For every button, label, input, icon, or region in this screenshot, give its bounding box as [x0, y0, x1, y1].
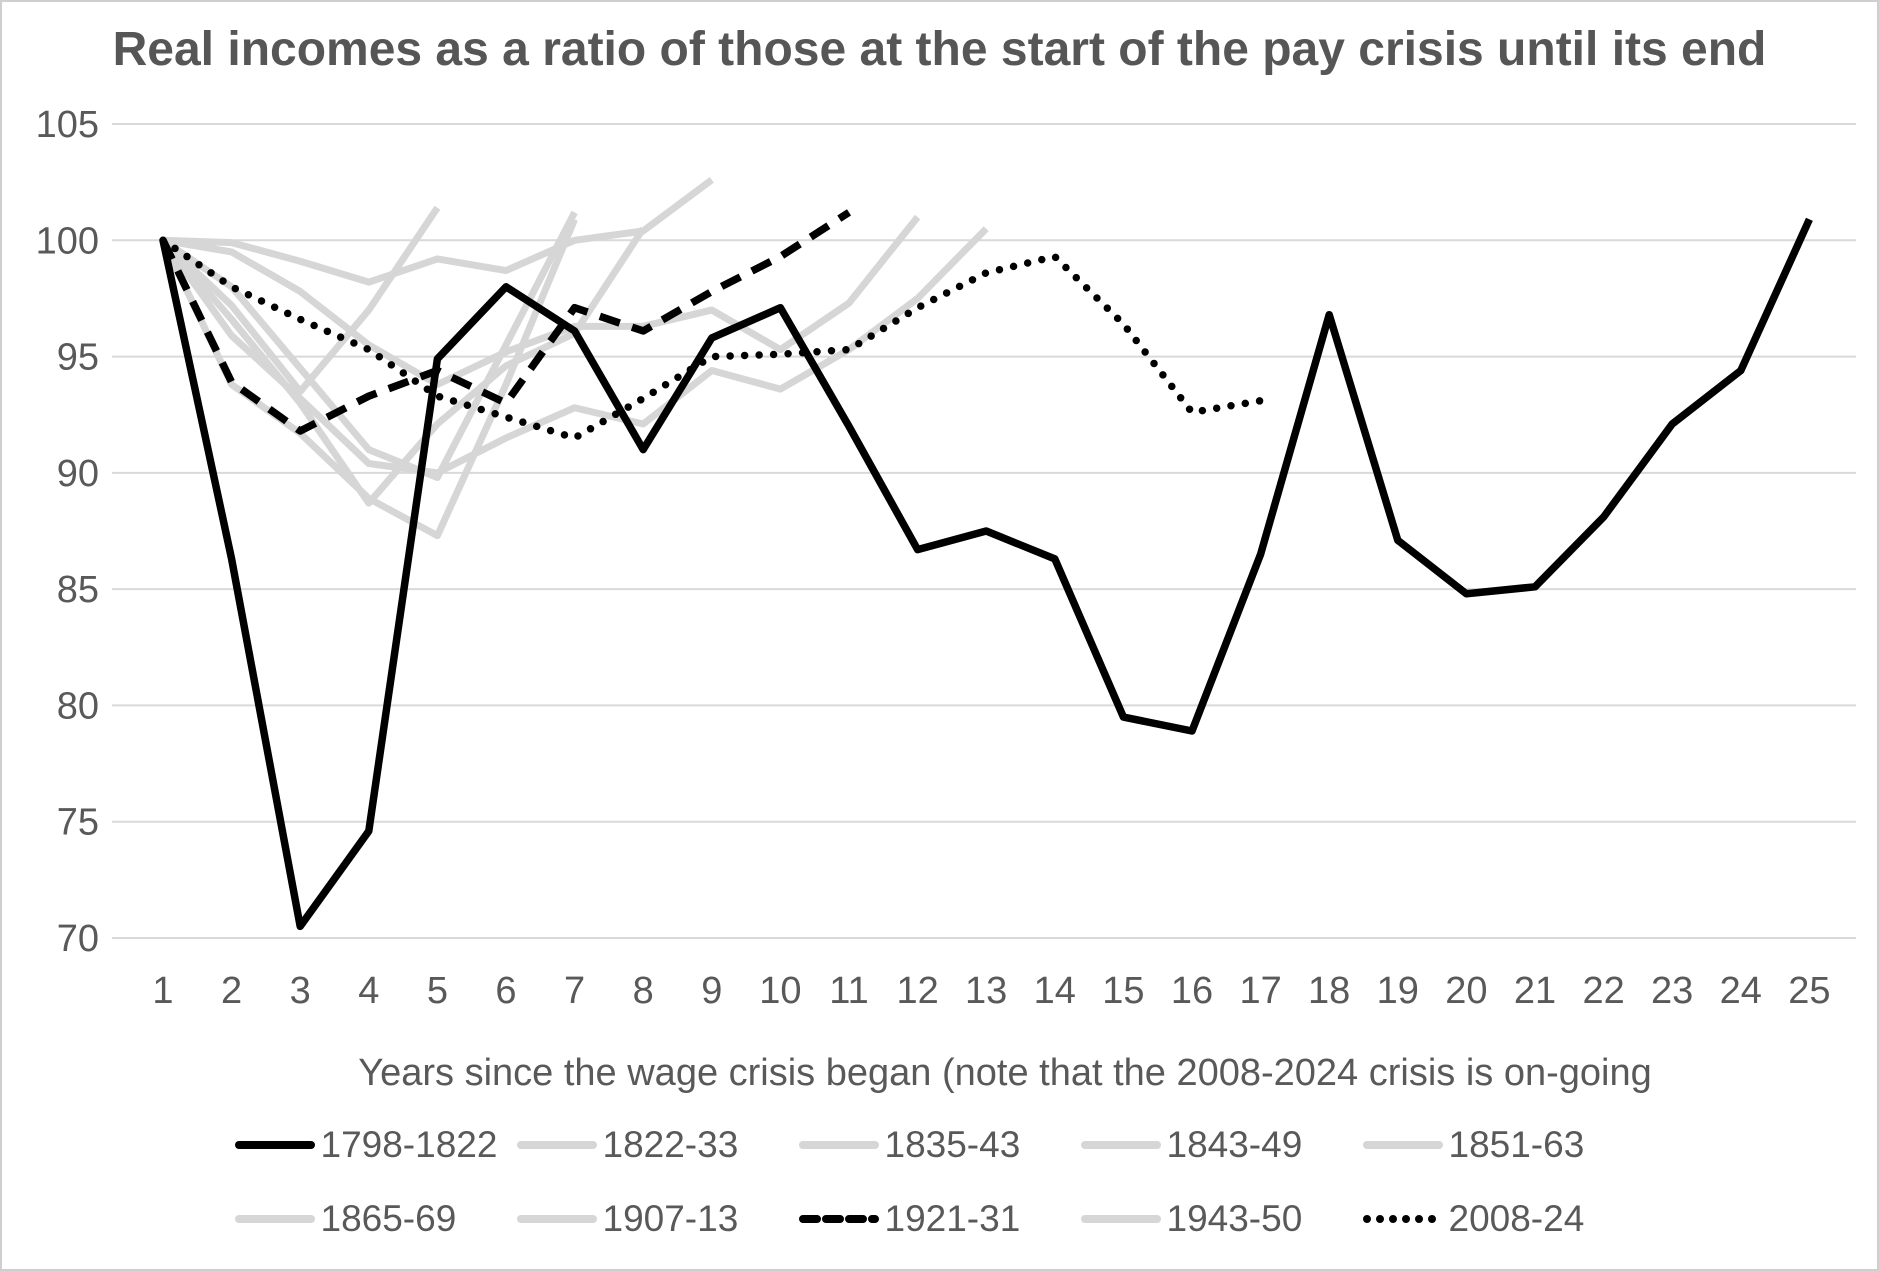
- x-tick-label: 10: [759, 970, 801, 1012]
- series-line-1843-49: [161, 210, 578, 482]
- legend-label: 2008-24: [1448, 1198, 1585, 1239]
- legend-line-sample-icon: [1080, 1141, 1161, 1149]
- x-tick-label: 14: [1034, 970, 1076, 1012]
- y-tick-label: 90: [57, 453, 99, 495]
- chart-title: Real incomes as a ratio of those at the …: [112, 23, 1767, 76]
- legend-label: 1865-69: [320, 1198, 457, 1239]
- legend-row-1: 1798-1822 1822-33 1835-43 1843-49 1851-63: [0, 1116, 1879, 1174]
- legend-line-sample-icon: [1362, 1141, 1443, 1149]
- x-tick-label: 2: [221, 970, 242, 1012]
- y-tick-label: 105: [36, 104, 99, 146]
- legend-item-1943-50: 1943-50: [1080, 1190, 1363, 1248]
- series-line-1798-1822: [159, 217, 1813, 931]
- legend-label: 1798-1822: [320, 1124, 498, 1165]
- x-tick-label: 16: [1171, 970, 1213, 1012]
- legend-label: 1843-49: [1166, 1124, 1303, 1165]
- y-tick-label: 70: [57, 918, 99, 960]
- legend-item-2008-24: 2008-24: [1362, 1190, 1645, 1248]
- x-tick-label: 17: [1239, 970, 1281, 1012]
- x-tick-label: 20: [1445, 970, 1487, 1012]
- legend-line-sample-icon: [516, 1215, 597, 1223]
- legend-line-sample-icon: [1362, 1215, 1443, 1223]
- x-tick-label: 5: [427, 970, 448, 1012]
- x-tick-label: 18: [1308, 970, 1350, 1012]
- legend-item-1865-69: 1865-69: [234, 1190, 517, 1248]
- x-tick-label: 25: [1788, 970, 1830, 1012]
- legend-item-1921-31: 1921-31: [798, 1190, 1081, 1248]
- series-line-2008-24: [159, 236, 1265, 442]
- x-tick-label: 19: [1377, 970, 1419, 1012]
- legend-line-sample-icon: [234, 1141, 315, 1149]
- x-tick-label: 15: [1102, 970, 1144, 1012]
- y-tick-label: 75: [57, 802, 99, 844]
- legend-item-1843-49: 1843-49: [1080, 1116, 1363, 1174]
- x-tick-label: 21: [1514, 970, 1556, 1012]
- legend-label: 1921-31: [884, 1198, 1021, 1239]
- legend-line-sample-icon: [516, 1141, 597, 1149]
- legend-label: 1943-50: [1166, 1198, 1303, 1239]
- legend-item-1835-43: 1835-43: [798, 1116, 1081, 1174]
- x-tick-label: 13: [965, 970, 1007, 1012]
- series-line-1921-31: [159, 209, 852, 435]
- legend-line-sample-icon: [1080, 1215, 1161, 1223]
- legend-label: 1835-43: [884, 1124, 1021, 1165]
- x-tick-label: 23: [1651, 970, 1693, 1012]
- x-tick-label: 11: [829, 970, 868, 1012]
- series-line-1822-33: [162, 214, 921, 388]
- x-tick-label: 12: [896, 970, 938, 1012]
- x-tick-label: 6: [495, 970, 516, 1012]
- legend-item-1907-13: 1907-13: [516, 1190, 799, 1248]
- legend-line-sample-icon: [798, 1215, 879, 1223]
- x-tick-label: 4: [358, 970, 379, 1012]
- legend-row-2: 1865-69 1907-13 1921-31 1943-50 2008-24: [0, 1190, 1879, 1248]
- x-tick-label: 22: [1582, 970, 1624, 1012]
- legend-label: 1851-63: [1448, 1124, 1585, 1165]
- series-line-1865-69: [160, 205, 441, 395]
- x-tick-label: 3: [290, 970, 311, 1012]
- x-tick-label: 9: [701, 970, 722, 1012]
- x-tick-label: 1: [152, 970, 173, 1012]
- legend-item-1822-33: 1822-33: [516, 1116, 799, 1174]
- y-tick-label: 95: [57, 337, 99, 379]
- x-axis-title: Years since the wage crisis began (note …: [358, 1052, 1652, 1094]
- legend-line-sample-icon: [798, 1141, 879, 1149]
- legend-item-1798-1822: 1798-1822: [234, 1116, 517, 1174]
- y-tick-label: 85: [57, 569, 99, 611]
- legend-label: 1822-33: [602, 1124, 739, 1165]
- x-tick-label: 24: [1720, 970, 1762, 1012]
- series-line-1943-50: [160, 226, 647, 507]
- x-tick-label: 7: [564, 970, 585, 1012]
- legend-label: 1907-13: [602, 1198, 739, 1239]
- y-tick-label: 80: [57, 685, 99, 727]
- legend-item-1851-63: 1851-63: [1362, 1116, 1645, 1174]
- series-line-1835-43: [162, 177, 714, 286]
- x-tick-label: 8: [633, 970, 654, 1012]
- legend-line-sample-icon: [234, 1215, 315, 1223]
- y-tick-label: 100: [36, 220, 99, 262]
